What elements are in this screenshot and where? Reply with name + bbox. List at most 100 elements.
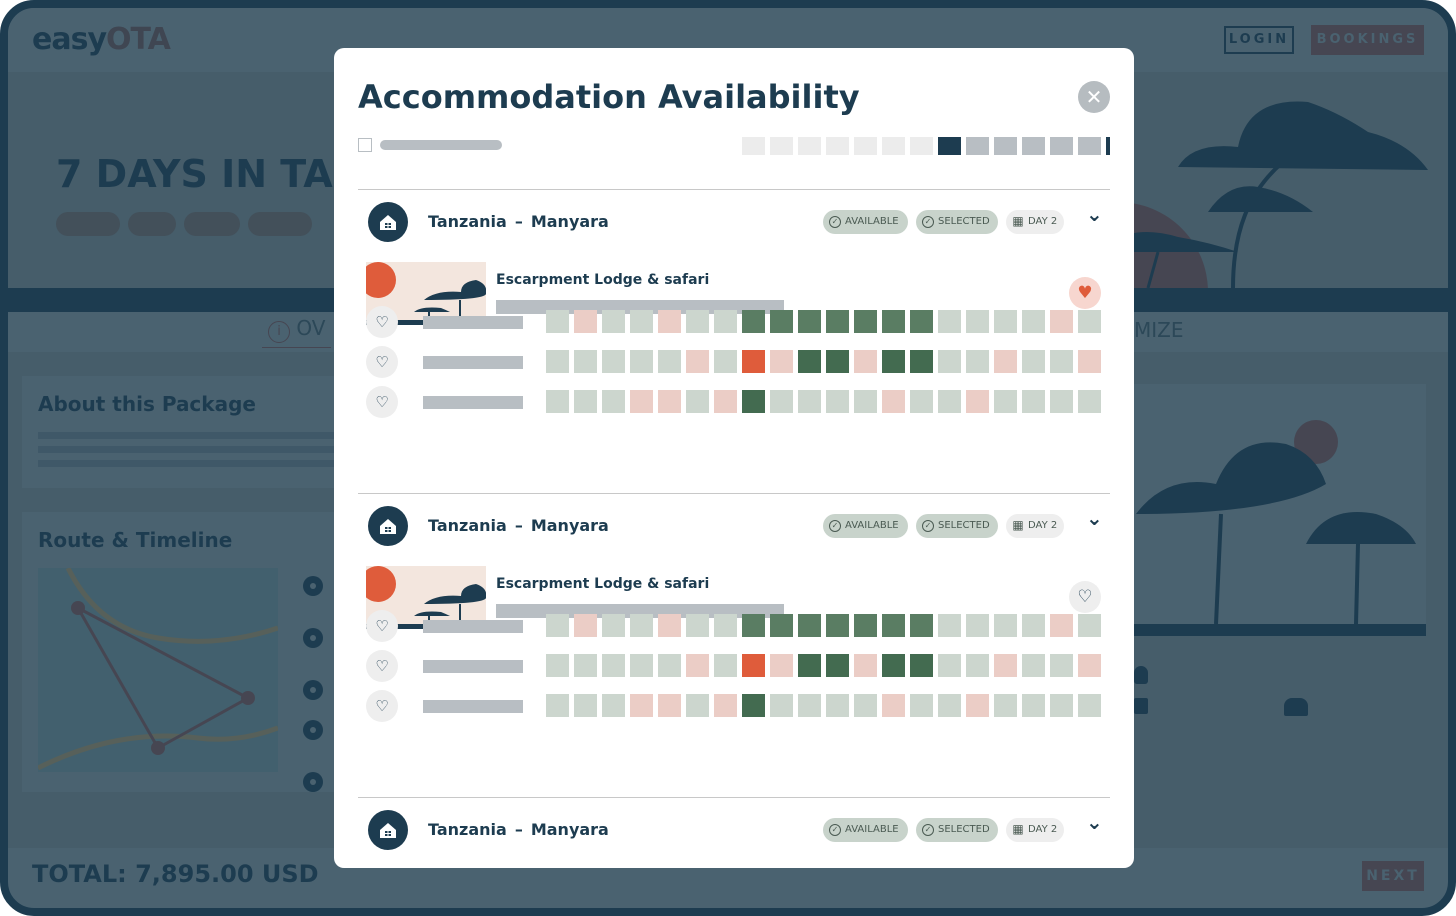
tab-overview[interactable]: i OV [262,316,332,348]
favorite-button[interactable]: ♥ [1069,277,1101,309]
availability-cell-selected[interactable] [882,614,905,637]
availability-cell-available[interactable] [798,694,821,717]
availability-cell-unavailable[interactable] [658,390,681,413]
availability-cell-available[interactable] [630,654,653,677]
availability-cell-available[interactable] [602,310,625,333]
availability-cell-available[interactable] [546,350,569,373]
availability-cell-unavailable[interactable] [854,654,877,677]
availability-cell-available[interactable] [1050,350,1073,373]
availability-cell-current[interactable] [742,350,765,373]
availability-cell-unavailable[interactable] [630,694,653,717]
availability-cell-available[interactable] [966,654,989,677]
date-cell-past[interactable] [826,137,849,155]
chevron-down-icon[interactable]: ⌄ [1086,810,1103,834]
tab-customize[interactable]: MIZE [1134,318,1184,342]
availability-cell-selected[interactable] [882,310,905,333]
favorite-button[interactable]: ♡ [1069,581,1101,613]
availability-cell-available[interactable] [602,390,625,413]
room-favorite-button[interactable]: ♡ [366,346,398,378]
availability-cell-booked[interactable] [742,694,765,717]
availability-cell-available[interactable] [630,350,653,373]
availability-cell-unavailable[interactable] [658,694,681,717]
availability-cell-unavailable[interactable] [658,614,681,637]
availability-cell-available[interactable] [938,694,961,717]
availability-cell-available[interactable] [546,654,569,677]
login-button[interactable]: LOGIN [1224,26,1294,54]
availability-cell-current[interactable] [742,654,765,677]
availability-cell-booked[interactable] [882,350,905,373]
availability-cell-available[interactable] [714,310,737,333]
availability-cell-available[interactable] [770,694,793,717]
lodge-name[interactable]: Escarpment Lodge & safari [496,272,710,288]
availability-cell-available[interactable] [686,310,709,333]
availability-cell-selected[interactable] [854,614,877,637]
chevron-down-icon[interactable]: ⌄ [1086,506,1103,530]
availability-cell-selected[interactable] [742,310,765,333]
availability-cell-available[interactable] [546,310,569,333]
availability-cell-booked[interactable] [742,390,765,413]
availability-cell-available[interactable] [1022,310,1045,333]
availability-cell-available[interactable] [574,390,597,413]
availability-cell-available[interactable] [826,390,849,413]
section-title[interactable]: Tanzania – Manyara [428,212,609,231]
availability-cell-available[interactable] [938,310,961,333]
availability-cell-available[interactable] [1022,390,1045,413]
availability-cell-unavailable[interactable] [770,350,793,373]
availability-cell-unavailable[interactable] [714,390,737,413]
availability-cell-available[interactable] [546,694,569,717]
availability-cell-selected[interactable] [770,614,793,637]
availability-cell-available[interactable] [798,390,821,413]
availability-cell-available[interactable] [1050,390,1073,413]
availability-cell-unavailable[interactable] [966,390,989,413]
room-favorite-button[interactable]: ♡ [366,690,398,722]
availability-cell-available[interactable] [994,614,1017,637]
availability-cell-available[interactable] [1022,614,1045,637]
availability-cell-unavailable[interactable] [1050,310,1073,333]
date-cell-future[interactable] [1050,137,1073,155]
section-title[interactable]: Tanzania – Manyara [428,820,609,839]
availability-cell-booked[interactable] [798,350,821,373]
availability-cell-unavailable[interactable] [714,694,737,717]
availability-cell-available[interactable] [714,654,737,677]
availability-cell-available[interactable] [826,694,849,717]
availability-cell-available[interactable] [602,614,625,637]
availability-cell-available[interactable] [574,694,597,717]
availability-cell-unavailable[interactable] [994,350,1017,373]
logo[interactable]: easyOTA [32,22,171,57]
availability-cell-selected[interactable] [798,310,821,333]
availability-cell-unavailable[interactable] [882,694,905,717]
availability-cell-available[interactable] [686,614,709,637]
availability-cell-unavailable[interactable] [574,614,597,637]
date-cell-past[interactable] [770,137,793,155]
availability-cell-unavailable[interactable] [1050,614,1073,637]
availability-cell-available[interactable] [938,350,961,373]
availability-cell-unavailable[interactable] [770,654,793,677]
availability-cell-available[interactable] [1022,654,1045,677]
availability-cell-available[interactable] [1022,694,1045,717]
room-favorite-button[interactable]: ♡ [366,650,398,682]
availability-cell-selected[interactable] [826,614,849,637]
room-favorite-button[interactable]: ♡ [366,610,398,642]
date-cell-past[interactable] [910,137,933,155]
availability-cell-available[interactable] [966,310,989,333]
availability-cell-available[interactable] [994,310,1017,333]
availability-cell-available[interactable] [966,614,989,637]
availability-cell-booked[interactable] [826,654,849,677]
availability-cell-available[interactable] [630,614,653,637]
select-all-checkbox[interactable] [358,138,372,152]
availability-cell-available[interactable] [546,614,569,637]
date-cell-past[interactable] [798,137,821,155]
date-cell-past[interactable] [854,137,877,155]
availability-cell-selected[interactable] [742,614,765,637]
availability-cell-available[interactable] [938,390,961,413]
availability-cell-available[interactable] [602,654,625,677]
date-strip-scroll-indicator[interactable] [1106,137,1110,155]
availability-cell-available[interactable] [1078,310,1101,333]
bookings-button[interactable]: BOOKINGS [1311,25,1424,55]
availability-cell-available[interactable] [714,350,737,373]
availability-cell-unavailable[interactable] [630,390,653,413]
availability-cell-available[interactable] [1078,390,1101,413]
availability-cell-unavailable[interactable] [574,310,597,333]
availability-cell-available[interactable] [770,390,793,413]
availability-cell-unavailable[interactable] [686,654,709,677]
